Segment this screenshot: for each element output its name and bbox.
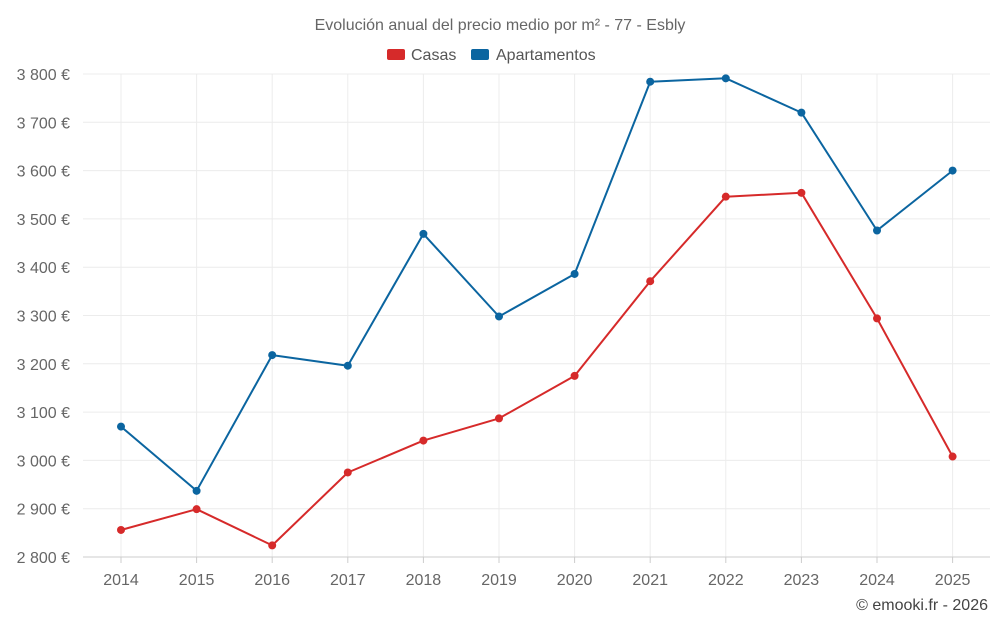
data-point-casas[interactable]	[495, 414, 503, 423]
data-point-casas[interactable]	[570, 371, 579, 380]
y-tick-label: 3 600 €	[17, 164, 70, 181]
series-points	[117, 74, 957, 550]
x-tick-label: 2021	[632, 572, 668, 589]
y-tick-label: 3 100 €	[17, 405, 70, 422]
data-point-casas[interactable]	[192, 505, 201, 514]
data-point-casas[interactable]	[948, 452, 957, 461]
data-point-casas[interactable]	[343, 468, 352, 477]
data-point-apartamentos[interactable]	[117, 422, 125, 431]
data-point-apartamentos[interactable]	[797, 108, 806, 117]
x-gridlines	[120, 74, 954, 563]
data-point-casas[interactable]	[646, 277, 655, 286]
data-point-apartamentos[interactable]	[873, 226, 881, 235]
x-tick-label: 2019	[481, 572, 517, 589]
data-point-casas[interactable]	[117, 525, 125, 534]
legend-label-apartamentos: Apartamentos	[496, 47, 596, 64]
credit-text: © emooki.fr - 2026	[856, 597, 988, 614]
y-tick-label: 3 500 €	[17, 212, 70, 229]
data-point-apartamentos[interactable]	[721, 74, 730, 83]
data-point-apartamentos[interactable]	[419, 229, 428, 238]
x-tick-label: 2024	[859, 572, 895, 589]
data-point-apartamentos[interactable]	[646, 77, 655, 86]
x-tick-label: 2022	[708, 572, 744, 589]
x-tick-label: 2014	[103, 572, 139, 589]
data-point-apartamentos[interactable]	[268, 351, 277, 360]
data-point-casas[interactable]	[721, 192, 730, 201]
y-tick-label: 3 200 €	[17, 357, 70, 374]
x-tick-label: 2023	[784, 572, 820, 589]
series-line-apartamentos	[120, 77, 954, 492]
y-tick-label: 2 800 €	[17, 550, 70, 567]
legend-label-casas: Casas	[411, 47, 456, 64]
data-point-apartamentos[interactable]	[570, 269, 579, 278]
data-point-casas[interactable]	[873, 314, 881, 323]
data-point-apartamentos[interactable]	[343, 361, 352, 370]
data-point-casas[interactable]	[797, 188, 806, 197]
y-tick-label: 3 300 €	[17, 309, 70, 326]
legend-swatch-casas	[387, 49, 405, 60]
y-axis-tick-labels: 2 800 € 2 900 € 3 000 € 3 100 € 3 200 € 3 300…	[17, 67, 70, 567]
x-tick-label: 2015	[179, 572, 215, 589]
data-point-apartamentos[interactable]	[495, 312, 503, 321]
x-tick-label: 2017	[330, 572, 366, 589]
x-tick-label: 2020	[557, 572, 593, 589]
y-gridlines	[83, 73, 990, 558]
data-point-apartamentos[interactable]	[948, 166, 957, 175]
data-point-casas[interactable]	[268, 541, 277, 550]
y-tick-label: 3 700 €	[17, 115, 70, 132]
data-point-apartamentos[interactable]	[192, 486, 201, 495]
y-tick-label: 2 900 €	[17, 502, 70, 519]
y-tick-label: 3 000 €	[17, 453, 70, 470]
series-lines	[120, 77, 954, 547]
legend-item-apartamentos[interactable]: Apartamentos	[471, 47, 596, 64]
legend: Casas Apartamentos	[387, 47, 596, 64]
x-tick-label: 2016	[254, 572, 290, 589]
x-tick-label: 2018	[406, 572, 442, 589]
chart-title: Evolución anual del precio medio por m² …	[315, 17, 686, 34]
data-point-casas[interactable]	[419, 436, 428, 445]
x-tick-label: 2025	[935, 572, 971, 589]
legend-swatch-apartamentos	[471, 49, 489, 60]
y-tick-label: 3 800 €	[17, 67, 70, 84]
x-axis-tick-labels: 2014 2015 2016 2017 2018 2019 2020 2021 2022 2023…	[103, 572, 970, 589]
series-line-casas	[120, 191, 954, 547]
legend-item-casas[interactable]: Casas	[387, 47, 456, 64]
y-tick-label: 3 400 €	[17, 260, 70, 277]
